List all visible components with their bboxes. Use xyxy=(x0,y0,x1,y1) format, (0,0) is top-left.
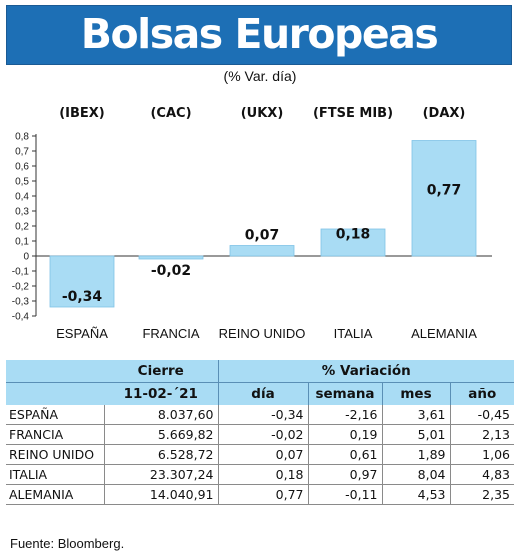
y-tick-label: 0,7 xyxy=(15,147,29,158)
row-mes: 5,01 xyxy=(381,424,450,445)
value-label: 0,77 xyxy=(427,182,462,198)
value-label: -0,02 xyxy=(151,263,191,279)
row-cierre: 14.040,91 xyxy=(103,484,218,505)
y-tick-label: 0 xyxy=(23,252,29,263)
table-subheader-row: 11-02-´21 día semana mes año xyxy=(6,382,514,405)
row-ano: 1,06 xyxy=(449,444,514,465)
row-semana: 0,19 xyxy=(307,424,382,445)
y-tick-label: 0,4 xyxy=(15,192,29,203)
y-tick-label: -0,2 xyxy=(12,282,30,293)
row-dia: -0,02 xyxy=(217,424,308,445)
row-semana: -0,11 xyxy=(307,484,382,505)
value-label: 0,18 xyxy=(336,227,371,243)
row-cierre: 6.528,72 xyxy=(103,444,218,465)
bar-reino-unido xyxy=(229,245,295,257)
y-tick-label: 0,2 xyxy=(15,222,29,233)
row-ano: 4,83 xyxy=(449,464,514,485)
category-label: REINO UNIDO xyxy=(219,326,306,341)
bar-españa xyxy=(49,255,115,308)
row-cierre: 8.037,60 xyxy=(103,405,218,425)
bar-francia xyxy=(138,255,204,260)
row-semana: 0,61 xyxy=(307,444,382,465)
row-dia: -0,34 xyxy=(217,405,308,425)
row-dia: 0,77 xyxy=(217,484,308,505)
table-row: ITALIA 23.307,24 0,18 0,97 8,04 4,83 xyxy=(6,464,514,485)
category-label: FRANCIA xyxy=(142,326,199,341)
row-mes: 8,04 xyxy=(381,464,450,485)
index-label: (CAC) xyxy=(150,106,191,121)
y-tick-label: -0,4 xyxy=(12,312,30,323)
row-name: FRANCIA xyxy=(6,424,104,445)
bar-alemania xyxy=(411,140,477,257)
row-name: ESPAÑA xyxy=(6,405,104,425)
row-dia: 0,07 xyxy=(217,444,308,465)
row-ano: -0,45 xyxy=(449,405,514,425)
y-tick-label: 0,8 xyxy=(15,132,29,143)
data-table: Cierre % Variación 11-02-´21 día semana … xyxy=(6,360,514,505)
title-banner: Bolsas Europeas xyxy=(6,5,512,65)
row-ano: 2,13 xyxy=(449,424,514,445)
bar-italia xyxy=(320,228,386,257)
table-row: FRANCIA 5.669,82 -0,02 0,19 5,01 2,13 xyxy=(6,424,514,445)
index-label: (FTSE MIB) xyxy=(313,106,393,121)
category-label: ITALIA xyxy=(334,326,373,341)
header-variacion: % Variación xyxy=(217,360,514,383)
category-label: ESPAÑA xyxy=(56,326,108,341)
value-label: 0,07 xyxy=(245,228,280,244)
source-note: Fuente: Bloomberg. xyxy=(10,536,125,551)
row-name: ITALIA xyxy=(6,464,104,485)
row-name: REINO UNIDO xyxy=(6,444,104,465)
row-name: ALEMANIA xyxy=(6,484,104,505)
y-tick-label: 0,6 xyxy=(15,162,29,173)
header-date: 11-02-´21 xyxy=(123,386,198,402)
index-label: (IBEX) xyxy=(59,106,105,121)
table-row: ALEMANIA 14.040,91 0,77 -0,11 4,53 2,35 xyxy=(6,484,514,505)
row-cierre: 23.307,24 xyxy=(103,464,218,485)
row-semana: 0,97 xyxy=(307,464,382,485)
value-label: -0,34 xyxy=(62,289,103,305)
table-row: REINO UNIDO 6.528,72 0,07 0,61 1,89 1,06 xyxy=(6,444,514,465)
y-tick-label: 0,5 xyxy=(15,177,29,188)
y-tick-label: 0,3 xyxy=(15,207,29,218)
table-header-row: Cierre % Variación xyxy=(6,360,514,383)
y-tick-label: -0,1 xyxy=(12,267,30,278)
header-ano: año xyxy=(449,382,514,405)
row-ano: 2,35 xyxy=(449,484,514,505)
index-label: (DAX) xyxy=(423,106,466,121)
header-cierre: Cierre xyxy=(104,360,218,383)
row-semana: -2,16 xyxy=(307,405,382,425)
header-mes: mes xyxy=(381,382,450,405)
y-tick-label: -0,3 xyxy=(12,297,30,308)
page-title: Bolsas Europeas xyxy=(80,10,439,58)
row-mes: 4,53 xyxy=(381,484,450,505)
row-mes: 3,61 xyxy=(381,405,450,425)
row-mes: 1,89 xyxy=(381,444,450,465)
category-label: ALEMANIA xyxy=(411,326,477,341)
index-label: (UKX) xyxy=(241,106,284,121)
y-tick-label: 0,1 xyxy=(15,237,29,248)
bar-chart: 0,8 0,7 0,6 0,5 0,4 0,3 0,2 0,1 0 -0,1 -0,2 -0,3 -0,… xyxy=(12,106,492,341)
header-semana: semana xyxy=(307,382,382,405)
header-dia: día xyxy=(217,382,308,405)
row-cierre: 5.669,82 xyxy=(103,424,218,445)
chart-subtitle: (% Var. día) xyxy=(223,68,297,84)
row-dia: 0,18 xyxy=(217,464,308,485)
table-row: ESPAÑA 8.037,60 -0,34 -2,16 3,61 -0,45 xyxy=(6,405,514,425)
